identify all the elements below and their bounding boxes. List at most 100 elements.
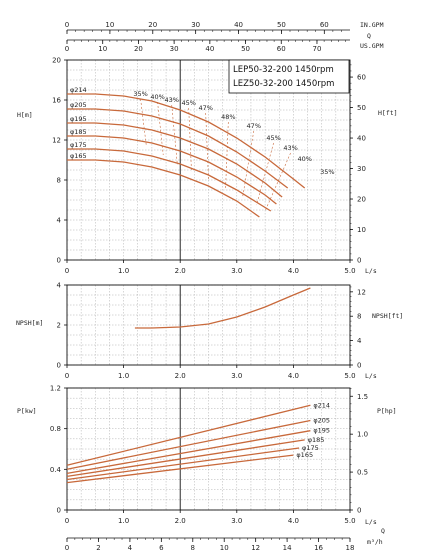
efficiency-label: 45% — [266, 134, 280, 142]
efficiency-label: 40% — [150, 93, 164, 101]
head-series-label: φ214 — [70, 86, 87, 94]
power-series-label: φ205 — [313, 417, 330, 425]
bottom-axis-m3h-tick-label: 10 — [220, 544, 229, 552]
top-axis-us-gpm-label: US.GPM — [360, 42, 384, 50]
power-series-label: φ185 — [308, 436, 325, 444]
power-series-line — [66, 439, 305, 478]
efficiency-iso-line — [264, 152, 291, 212]
efficiency-label: 45% — [181, 99, 195, 107]
head-y-tick-label-left: 20 — [52, 57, 61, 65]
power-x-tick-label: 3.0 — [231, 517, 242, 525]
efficiency-iso-line — [225, 121, 229, 191]
power-series-label: φ195 — [313, 427, 330, 435]
power-series-line — [66, 419, 311, 470]
head-series-line — [67, 159, 260, 218]
power-ylabel-right: P[hp] — [377, 407, 397, 415]
npsh-x-tick-label: 1.0 — [118, 372, 129, 380]
npsh-x-tick-label: 0 — [65, 372, 69, 380]
bottom-axis-m3h-tick-label: 0 — [65, 544, 69, 552]
head-y-tick-label-left: 0 — [57, 257, 61, 265]
power-x-tick-label: 0 — [65, 517, 69, 525]
bottom-axis-m3h-tick-label: 16 — [314, 544, 323, 552]
head-y-tick-label-left: 12 — [52, 137, 61, 145]
power-x-tick-label: 5.0 — [344, 517, 355, 525]
top-axis-us-gpm-tick-label: 60 — [277, 45, 286, 53]
bottom-axis-m3h-tick-label: 12 — [251, 544, 260, 552]
npsh-x-tick-label: 5.0 — [344, 372, 355, 380]
head-ylabel-right: H[ft] — [378, 109, 398, 117]
head-series-label: φ195 — [70, 115, 87, 123]
power-y-tick-label-left: 0.4 — [50, 466, 62, 474]
efficiency-label: 43% — [283, 144, 297, 152]
bottom-m3h-label: m³/h — [367, 538, 383, 546]
top-axis-in-gpm-tick-label: 0 — [65, 21, 69, 29]
bottom-q-label: Q — [381, 527, 385, 535]
efficiency-iso-line — [256, 142, 274, 206]
head-y-tick-label-right: 20 — [357, 196, 366, 204]
bottom-axis-m3h-tick-label: 6 — [159, 544, 164, 552]
bottom-axis-m3h-tick-label: 2 — [96, 544, 100, 552]
efficiency-label: 43% — [164, 96, 178, 104]
npsh-series-line — [134, 287, 311, 329]
head-y-tick-label-right: 30 — [357, 165, 366, 173]
efficiency-label: 35% — [133, 90, 147, 98]
npsh-y-tick-label-right: 4 — [357, 337, 362, 345]
power-x-tick-label: 4.0 — [288, 517, 299, 525]
power-y-tick-label-right: 1.0 — [357, 431, 368, 439]
npsh-x-tick-label: 2.0 — [175, 372, 186, 380]
efficiency-label: 40% — [297, 155, 311, 163]
title-line-1: LEP50-32-200 1450rpm — [233, 65, 334, 75]
title-box: LEP50-32-200 1450rpm LEZ50-32-200 1450rp… — [228, 59, 350, 94]
head-series-line — [67, 135, 277, 205]
top-axis-in-gpm-label: IN.GPM — [360, 21, 384, 29]
head-series-line — [67, 148, 272, 212]
head-x-tick-label: 4.0 — [288, 267, 299, 275]
bottom-axis-m3h-tick-label: 4 — [128, 544, 133, 552]
power-y-tick-label-left: 1.2 — [50, 385, 61, 393]
top-axis-us-gpm-tick-label: 70 — [313, 45, 322, 53]
top-axis-us-gpm-tick-label: 30 — [170, 45, 179, 53]
power-x-tick-label: 1.0 — [118, 517, 129, 525]
top-axis-us-gpm-tick-label: 20 — [134, 45, 143, 53]
title-line-2: LEZ50-32-200 1450rpm — [233, 79, 334, 89]
head-y-tick-label-right: 40 — [357, 135, 366, 143]
head-y-tick-label-right: 60 — [357, 74, 366, 82]
top-axis-in-gpm-tick-label: 20 — [148, 21, 157, 29]
power-panel: 0 1.0 2.0 3.0 4.0 5.000.40.81.200.51.01.5φ214… — [50, 385, 368, 526]
head-y-tick-label-left: 4 — [57, 217, 62, 225]
top-axis-us-gpm-tick-label: 40 — [205, 45, 214, 53]
efficiency-label: 48% — [221, 113, 235, 121]
npsh-x-tick-label: 4.0 — [288, 372, 299, 380]
head-x-tick-label: 1.0 — [118, 267, 129, 275]
efficiency-iso-line — [157, 101, 164, 156]
head-x-tick-label: 0 — [65, 267, 69, 275]
head-x-tick-label: 2.0 — [175, 267, 186, 275]
power-frame — [66, 387, 351, 511]
npsh-y-tick-label-left: 2 — [57, 322, 61, 330]
power-series-line — [66, 447, 300, 481]
head-ylabel-left: H[m] — [17, 111, 33, 119]
bottom-axis-m3h-tick-label: 18 — [346, 544, 355, 552]
npsh-ylabel-right: NPSH[ft] — [372, 312, 403, 320]
head-x-tick-label: 3.0 — [231, 267, 242, 275]
efficiency-iso-line — [140, 98, 147, 146]
head-x-tick-label: 5.0 — [344, 267, 355, 275]
npsh-y-tick-label-right: 8 — [357, 313, 361, 321]
top-axis-ticks: 0 10 20 30 40 50 60 0 10 20 30 40 50 60 70 — [65, 21, 350, 53]
power-series-label: φ165 — [296, 451, 313, 459]
efficiency-label: 47% — [247, 122, 261, 130]
power-y-tick-label-right: 1.5 — [357, 393, 368, 401]
npsh-ylabel-left: NPSH[m] — [16, 319, 43, 327]
npsh-xlabel: L/s — [365, 372, 377, 380]
efficiency-iso-line — [171, 104, 178, 166]
head-series-label: φ165 — [70, 152, 87, 160]
efficiency-iso-line — [205, 112, 209, 181]
top-axis-in-gpm-tick-label: 60 — [320, 21, 329, 29]
head-series-label: φ205 — [70, 101, 87, 109]
efficiency-iso-line — [188, 107, 192, 173]
efficiency-label: 47% — [198, 104, 212, 112]
power-y-tick-label-left: 0.8 — [50, 425, 61, 433]
top-axis-us-gpm-tick-label: 50 — [241, 45, 250, 53]
